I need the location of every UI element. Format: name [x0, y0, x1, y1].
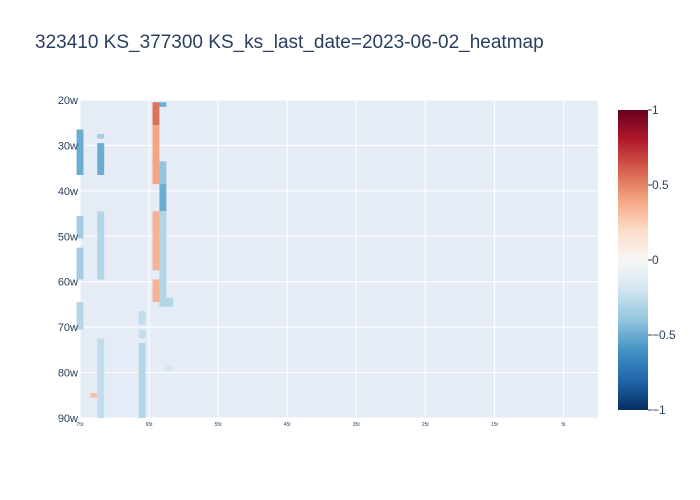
y-tick-label: 70w	[58, 322, 78, 334]
heatmap-cell	[159, 184, 167, 212]
y-tick-label: 20w	[58, 95, 78, 107]
heatmap-cell	[76, 247, 84, 280]
y-tick-label: 40w	[58, 186, 78, 198]
y-tick-label: 90w	[58, 413, 78, 425]
y-tick-label: 80w	[58, 368, 78, 380]
x-tick-label: 15t	[491, 422, 499, 428]
chart-title: 323410 KS_377300 KS_ks_last_date=2023-06…	[35, 32, 544, 53]
heatmap-cell	[166, 297, 174, 307]
heatmap-cell	[152, 279, 160, 303]
colorbar	[618, 110, 648, 410]
x-tick-label: 35t	[353, 422, 361, 428]
heatmap-cell	[138, 343, 146, 418]
x-tick-label: 45t	[284, 422, 292, 428]
heatmap-cell	[152, 124, 160, 185]
heatmap-cell	[138, 311, 146, 325]
heatmap-cell	[97, 211, 105, 280]
x-tick-label: 25t	[422, 422, 430, 428]
heatmap-cell	[159, 102, 167, 107]
heatmap-cell	[159, 161, 167, 185]
x-tick-label: 75t	[77, 422, 85, 428]
y-tick-label: 30w	[58, 140, 78, 152]
heatmap-cell	[138, 329, 146, 339]
colorbar-tick-label: −0.5	[652, 328, 676, 342]
colorbar-tick-label: 0.5	[652, 178, 669, 192]
y-tick-label: 60w	[58, 277, 78, 289]
y-axis-ticks: 20w 30w 40w 50w 60w 70w 80w 90w	[58, 95, 78, 425]
x-tick-label: 55t	[215, 422, 223, 428]
heatmap-cell	[152, 211, 160, 271]
y-tick-label: 50w	[58, 231, 78, 243]
colorbar-ticks: 1 0.5 0 −0.5 −1	[648, 103, 676, 417]
heatmap-cells	[76, 102, 174, 418]
heatmap-cell	[76, 302, 84, 330]
colorbar-tick-label: −1	[652, 403, 666, 417]
x-axis-ticks: 75t 65t 55t 45t 35t 25t 15t 5t	[77, 422, 567, 428]
heatmap-cell	[97, 338, 105, 418]
heatmap-cell	[166, 365, 174, 371]
x-tick-label: 5t	[561, 422, 566, 428]
colorbar-tick-label: 1	[652, 103, 659, 117]
heatmap-cell	[76, 129, 84, 175]
heatmap-cell	[152, 102, 160, 125]
colorbar-tick-label: 0	[652, 253, 659, 267]
heatmap-cell	[159, 211, 167, 307]
heatmap-cell	[90, 393, 98, 398]
x-tick-label: 65t	[146, 422, 154, 428]
heatmap-cell	[97, 143, 105, 175]
heatmap-cell	[76, 215, 84, 239]
heatmap-cell	[97, 134, 105, 139]
